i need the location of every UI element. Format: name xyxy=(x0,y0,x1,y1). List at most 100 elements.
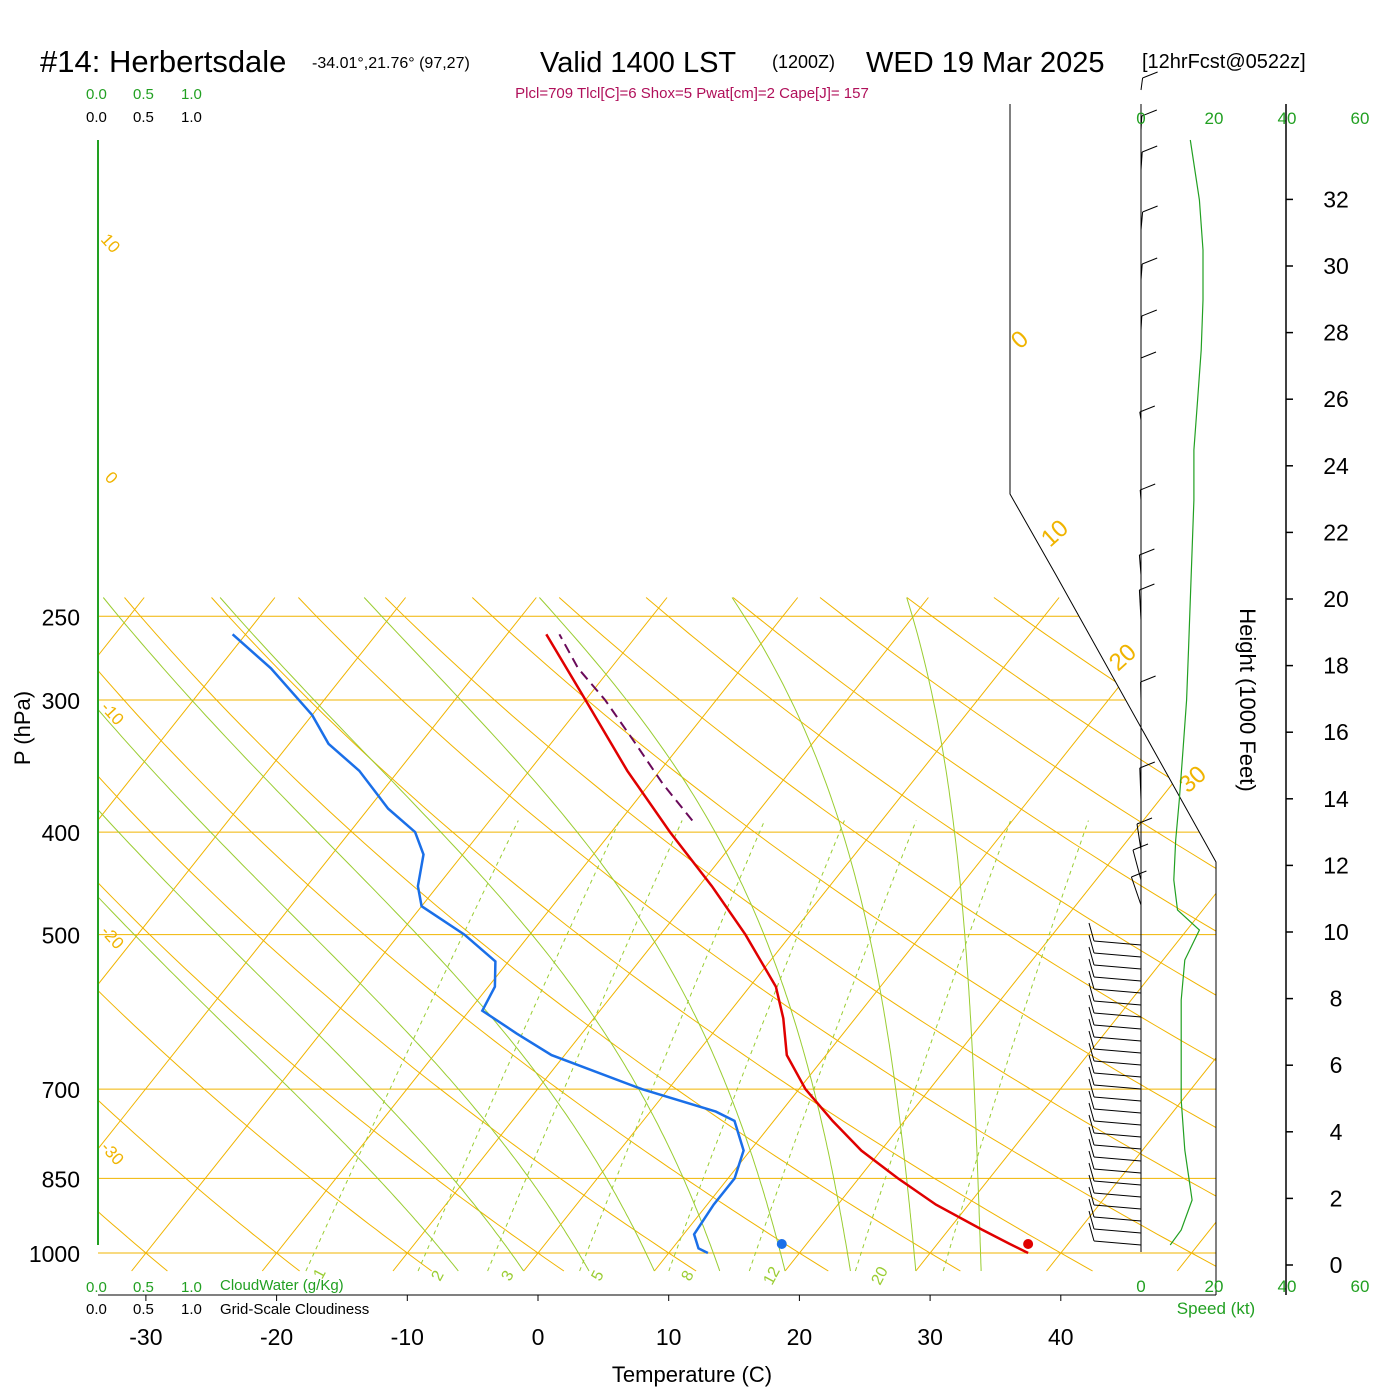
wind-barb-flag xyxy=(1088,1174,1095,1194)
wind-barb-shaft xyxy=(1093,988,1142,994)
cloudwater-tick: 1.0 xyxy=(181,86,202,103)
wind-barb-shaft xyxy=(1093,1156,1142,1162)
temperature-tick-label: 30 xyxy=(917,1324,943,1350)
isotherm-label: 10 xyxy=(1036,515,1074,553)
cloudiness-tick: 1.0 xyxy=(181,109,202,126)
wind-barb-flag xyxy=(1139,405,1155,413)
wind-barb-flag xyxy=(1139,761,1155,769)
wind-barb-shaft xyxy=(1093,1036,1142,1042)
height-axis-title: Height (1000 Feet) xyxy=(1235,608,1260,791)
height-tick-label: 16 xyxy=(1323,719,1349,745)
wind-barb xyxy=(1088,1174,1142,1198)
mixing-ratio-labels: 1 2 3 5 8 12 20 xyxy=(311,1264,892,1288)
background-lines xyxy=(98,597,1400,1272)
wind-barb-flag xyxy=(1142,71,1158,79)
pressure-tick-label: 700 xyxy=(42,1077,80,1103)
parcel-line xyxy=(558,633,694,822)
wind-barb-flag xyxy=(1088,1042,1095,1062)
wind-barb-shaft xyxy=(1093,1060,1142,1066)
wind-speed-curve xyxy=(1169,139,1204,1246)
wind-barb-shaft xyxy=(1093,952,1142,958)
wind-speed-tick: 20 xyxy=(1205,1277,1224,1296)
dry-adiabat-line xyxy=(1342,598,1400,1272)
wind-barb-flag xyxy=(1142,145,1158,153)
wind-barb-flag xyxy=(1088,1138,1095,1158)
wind-barb xyxy=(1088,1138,1142,1162)
wind-barb-shaft xyxy=(1139,489,1142,501)
dry-adiabat-line xyxy=(558,597,1216,1272)
height-tick-label: 8 xyxy=(1330,986,1343,1012)
valid-time: Valid 1400 LST xyxy=(540,47,736,79)
wind-barb-shaft xyxy=(1140,211,1144,231)
isotherm-label: 10 xyxy=(97,230,124,257)
wind-barb xyxy=(1139,405,1155,421)
wind-barb xyxy=(1088,1054,1142,1078)
wind-barb-shaft xyxy=(1140,151,1143,171)
mixing-ratio-label: 3 xyxy=(499,1268,518,1284)
wind-barb-flag xyxy=(1088,946,1095,966)
dry-adiabat-line xyxy=(124,597,961,1272)
wind-barb-flag xyxy=(1088,1126,1095,1146)
temperature-tick-label: -10 xyxy=(391,1324,424,1350)
wind-barb xyxy=(1088,1114,1142,1138)
moist-adiabat-line xyxy=(102,597,655,1272)
wind-barb xyxy=(1140,145,1158,171)
pressure-tick-label: 1000 xyxy=(29,1241,80,1267)
wind-barb-flag xyxy=(1088,1006,1095,1026)
wind-barb-flag xyxy=(1142,205,1158,213)
wind-barb-flag xyxy=(1141,309,1157,317)
wind-barb xyxy=(1139,761,1155,801)
dry-adiabat-line xyxy=(211,597,1093,1272)
wind-barb-flag xyxy=(1141,109,1157,117)
isotherm-line xyxy=(261,597,799,1272)
station-coords: -34.01°,21.76° (97,27) xyxy=(312,55,470,72)
wind-barb-flag xyxy=(1139,583,1155,591)
wind-barb-shaft xyxy=(1093,1096,1142,1102)
mixing-ratio-label: 5 xyxy=(589,1268,608,1284)
isotherm-line xyxy=(98,597,276,1272)
dry-adiabat-line xyxy=(732,597,1216,1272)
wind-barb xyxy=(1088,946,1142,970)
wind-barb xyxy=(1088,1030,1142,1054)
isotherm-labels: 10 0 -10 -20 -30 0 10 20 30 xyxy=(97,230,1212,1169)
wind-barb-shaft xyxy=(1093,1072,1142,1078)
surface-dewpoint-dot xyxy=(776,1239,787,1249)
mixing-ratio-line xyxy=(487,820,683,1272)
mixing-ratio-line xyxy=(668,820,845,1272)
zulu-time: (1200Z) xyxy=(772,52,835,72)
wind-barb-shaft xyxy=(1093,1132,1142,1138)
wind-barb xyxy=(1136,817,1153,851)
height-tick-label: 32 xyxy=(1323,186,1349,212)
wind-speed-ticks-top: 0 20 40 60 xyxy=(1136,109,1369,128)
wind-barb xyxy=(1088,1222,1142,1246)
height-tick-label: 28 xyxy=(1323,320,1349,346)
isotherm-line xyxy=(654,597,1191,1272)
plot-boundary xyxy=(1009,104,1217,1295)
wind-barb xyxy=(1088,1042,1142,1066)
wind-barb-flag xyxy=(1088,958,1095,978)
wind-barb-shaft xyxy=(1140,77,1144,91)
wind-barb xyxy=(1138,583,1155,621)
wind-barb-shaft xyxy=(1093,1192,1142,1198)
cloudwater-scale-bottom: 0.0 0.5 1.0 CloudWater (g/Kg) 0.0 0.5 1.… xyxy=(86,1277,369,1318)
wind-barb-flag xyxy=(1088,982,1095,1002)
valid-date: WED 19 Mar 2025 xyxy=(866,47,1105,79)
wind-barb xyxy=(1088,1102,1142,1126)
pressure-axis-title: P (hPa) xyxy=(10,691,35,765)
mixing-ratio-line xyxy=(942,820,1089,1272)
wind-barb xyxy=(1138,548,1155,576)
wind-barb-flag xyxy=(1088,1186,1095,1206)
wind-barb-shaft xyxy=(1093,1108,1142,1114)
wind-barb-shaft xyxy=(1093,1120,1142,1126)
wind-barb xyxy=(1140,257,1158,281)
moist-adiabat-line xyxy=(906,597,982,1271)
dry-adiabat-line xyxy=(98,597,432,1272)
dry-adiabat-line xyxy=(98,597,300,1272)
wind-barb-shaft xyxy=(1132,849,1142,881)
sounding-traces xyxy=(231,633,1034,1255)
wind-speed-tick: 0 xyxy=(1136,109,1145,128)
wind-barb-flag xyxy=(1088,1102,1095,1122)
wind-speed-label: Speed (kt) xyxy=(1177,1299,1255,1318)
isotherm-label: -30 xyxy=(97,1138,128,1169)
